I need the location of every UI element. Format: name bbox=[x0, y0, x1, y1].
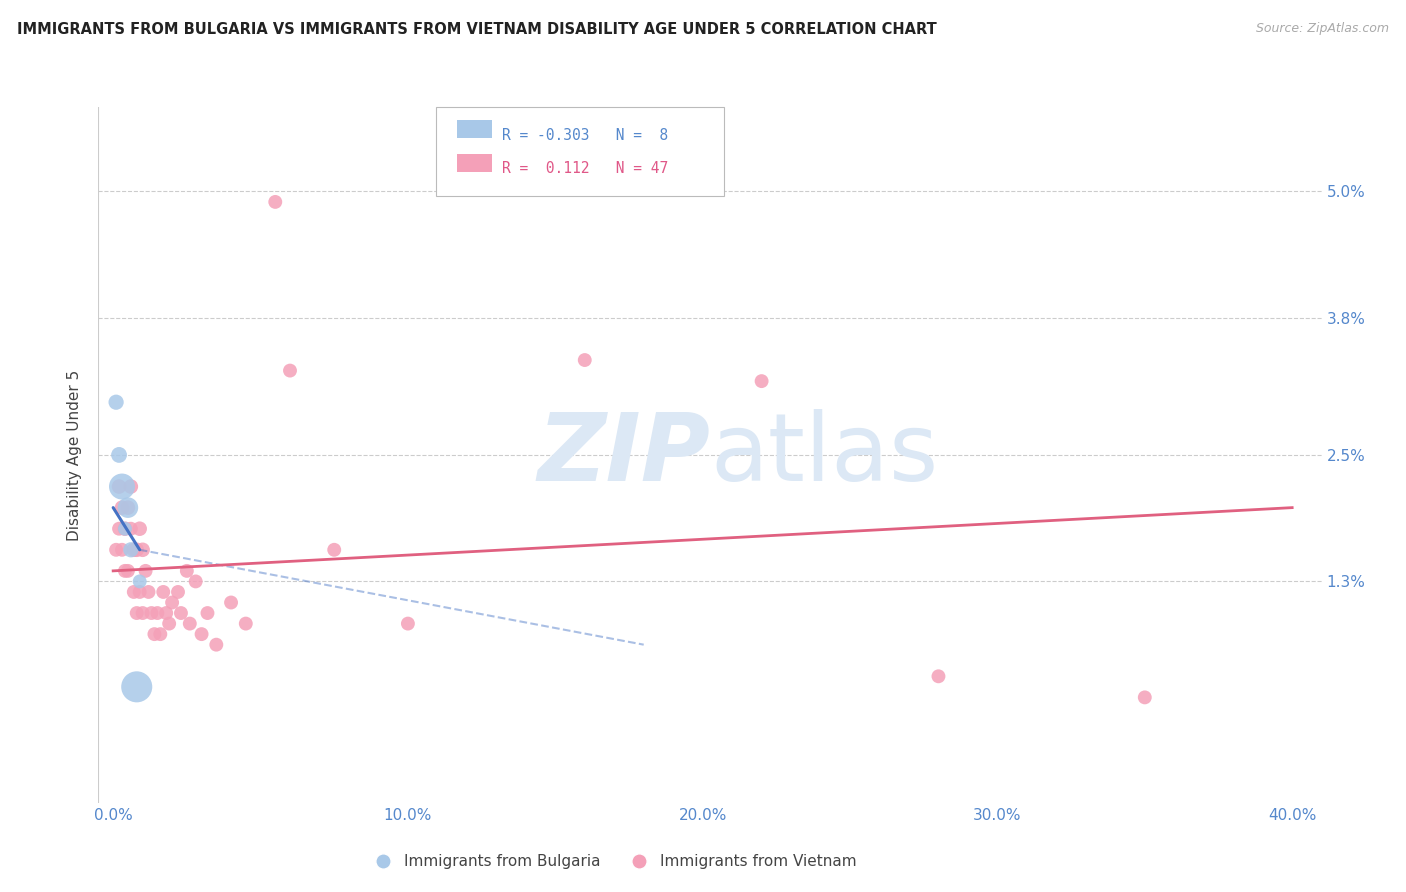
Text: R =  0.112   N = 47: R = 0.112 N = 47 bbox=[502, 161, 668, 177]
Point bbox=[155, 606, 177, 620]
Point bbox=[143, 627, 166, 641]
Point bbox=[105, 395, 128, 409]
Point bbox=[138, 585, 160, 599]
Point bbox=[176, 564, 198, 578]
Point bbox=[114, 522, 136, 536]
Point bbox=[128, 585, 150, 599]
Point bbox=[323, 542, 346, 557]
Point bbox=[751, 374, 773, 388]
Point bbox=[111, 479, 134, 493]
Point bbox=[235, 616, 257, 631]
Point bbox=[108, 479, 131, 493]
Point bbox=[1133, 690, 1156, 705]
Text: IMMIGRANTS FROM BULGARIA VS IMMIGRANTS FROM VIETNAM DISABILITY AGE UNDER 5 CORRE: IMMIGRANTS FROM BULGARIA VS IMMIGRANTS F… bbox=[17, 22, 936, 37]
Point bbox=[117, 500, 139, 515]
Point bbox=[141, 606, 163, 620]
Point bbox=[264, 194, 287, 209]
Point bbox=[278, 363, 301, 377]
Point bbox=[160, 595, 183, 609]
Point bbox=[135, 564, 157, 578]
Point bbox=[120, 542, 142, 557]
Point bbox=[167, 585, 190, 599]
Point bbox=[120, 522, 142, 536]
Point bbox=[927, 669, 949, 683]
Point bbox=[114, 522, 136, 536]
Point bbox=[149, 627, 172, 641]
Y-axis label: Disability Age Under 5: Disability Age Under 5 bbox=[67, 369, 83, 541]
Text: Source: ZipAtlas.com: Source: ZipAtlas.com bbox=[1256, 22, 1389, 36]
Point bbox=[157, 616, 180, 631]
Point bbox=[125, 606, 148, 620]
Point bbox=[131, 542, 153, 557]
Point bbox=[170, 606, 193, 620]
Point bbox=[111, 542, 134, 557]
Text: R = -0.303   N =  8: R = -0.303 N = 8 bbox=[502, 128, 668, 143]
Point bbox=[131, 606, 153, 620]
Point bbox=[219, 595, 242, 609]
Point bbox=[125, 542, 148, 557]
Point bbox=[108, 522, 131, 536]
Point bbox=[184, 574, 207, 589]
Point bbox=[128, 574, 150, 589]
Point bbox=[111, 500, 134, 515]
Point bbox=[190, 627, 212, 641]
Point bbox=[574, 353, 596, 368]
Point bbox=[396, 616, 419, 631]
Point bbox=[146, 606, 169, 620]
Point bbox=[197, 606, 219, 620]
Point bbox=[114, 564, 136, 578]
Point bbox=[122, 542, 145, 557]
Point bbox=[120, 479, 142, 493]
Point bbox=[205, 638, 228, 652]
Text: ZIP: ZIP bbox=[537, 409, 710, 501]
Point bbox=[117, 564, 139, 578]
Point bbox=[125, 680, 148, 694]
Point bbox=[152, 585, 174, 599]
Point bbox=[108, 448, 131, 462]
Point bbox=[179, 616, 201, 631]
Point bbox=[117, 500, 139, 515]
Point bbox=[128, 522, 150, 536]
Text: atlas: atlas bbox=[710, 409, 938, 501]
Point bbox=[122, 585, 145, 599]
Point bbox=[105, 542, 128, 557]
Legend: Immigrants from Bulgaria, Immigrants from Vietnam: Immigrants from Bulgaria, Immigrants fro… bbox=[361, 848, 863, 875]
